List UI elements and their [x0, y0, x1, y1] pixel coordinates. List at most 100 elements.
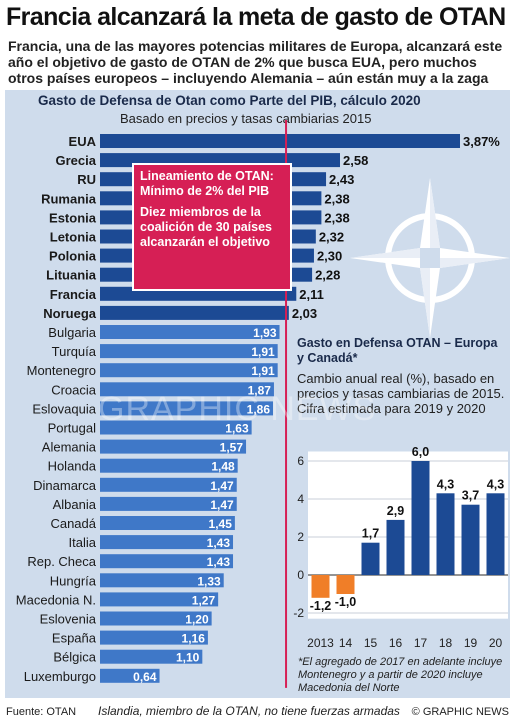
category-label: Eslovaquia — [32, 401, 96, 416]
value-label: 0,64 — [133, 670, 157, 684]
inset-bar — [311, 575, 330, 598]
inset-footnote: *El agregado de 2017 en adelante incluye… — [298, 656, 503, 694]
category-label: Eslovenia — [40, 612, 97, 627]
inset-bar — [361, 542, 380, 575]
value-label: 1,45 — [209, 517, 233, 531]
guideline-note: Lineamiento de OTAN: Mínimo de 2% del PI… — [132, 163, 292, 291]
value-label: 1,27 — [192, 593, 216, 607]
category-label: Noruega — [43, 306, 97, 321]
bar — [100, 401, 274, 416]
value-label: 2,43 — [329, 172, 354, 187]
chart-title: Gasto de Defensa de Otan como Parte del … — [38, 93, 421, 108]
value-label: 1,47 — [210, 498, 234, 512]
value-label: 2,28 — [315, 268, 340, 283]
value-label: 2,11 — [299, 287, 324, 302]
bar — [100, 382, 274, 397]
y-tick-label: 4 — [297, 492, 304, 506]
bar — [100, 573, 224, 588]
value-label: 2,30 — [317, 249, 342, 264]
category-label: Polonia — [49, 249, 97, 264]
value-label: 1,33 — [197, 574, 221, 588]
value-label: 1,91 — [251, 345, 275, 359]
value-label: 1,47 — [210, 479, 234, 493]
category-label: Luxemburgo — [24, 669, 96, 684]
category-label: Estonia — [49, 210, 97, 225]
value-label: 1,91 — [251, 364, 275, 378]
bar — [100, 668, 160, 683]
value-label: 2,58 — [343, 153, 368, 168]
bar — [100, 420, 252, 435]
inset-title: Gasto en Defensa OTAN – Europa y Canadá* — [297, 336, 498, 365]
footer-note: Islandia, miembro de la OTAN, no tiene f… — [98, 704, 400, 718]
inset-value-label: 6,0 — [412, 445, 429, 459]
inset-value-label: 4,3 — [487, 477, 504, 491]
inset-value-label: 1,7 — [362, 527, 379, 541]
inset-value-label: 4,3 — [437, 477, 454, 491]
bar — [100, 649, 203, 664]
category-label: EUA — [69, 134, 97, 149]
bar — [100, 630, 208, 645]
guideline-text: Lineamiento de OTAN: Mínimo de 2% del PI… — [140, 169, 274, 198]
inset-bar — [336, 575, 355, 594]
category-label: Dinamarca — [33, 478, 97, 493]
category-label: Bélgica — [53, 650, 96, 665]
category-label: Alemania — [42, 440, 97, 455]
x-tick-label: 17 — [414, 636, 428, 650]
bar — [100, 535, 234, 550]
category-label: Italia — [69, 535, 97, 550]
value-label: 1,86 — [247, 402, 271, 416]
chart-title-text: Gasto de Defensa de Otan como Parte del … — [38, 93, 421, 108]
x-tick-label: 2013 — [307, 636, 334, 650]
y-tick-label: 6 — [297, 454, 304, 468]
category-label: Croacia — [51, 382, 97, 397]
bar — [100, 611, 212, 626]
bar — [100, 325, 280, 339]
category-label: Grecia — [56, 153, 97, 168]
bar — [100, 458, 238, 473]
y-tick-label: -2 — [293, 606, 304, 620]
bar — [100, 344, 278, 359]
category-label: Montenegro — [27, 363, 96, 378]
category-label: Hungría — [50, 573, 97, 588]
inset-bar — [411, 461, 430, 575]
category-label: Lituania — [46, 268, 97, 283]
x-tick-label: 18 — [439, 636, 453, 650]
category-label: Letonia — [50, 230, 97, 245]
value-label: 1,10 — [176, 651, 200, 665]
x-tick-label: 14 — [339, 636, 353, 650]
category-label: Rumania — [41, 191, 97, 206]
inset-value-label: -1,0 — [335, 595, 357, 609]
category-label: Bulgaria — [48, 325, 96, 340]
value-label: 1,16 — [182, 632, 206, 646]
y-tick-label: 0 — [297, 568, 304, 582]
inset-value-label: 3,7 — [462, 489, 479, 503]
inset-bar — [461, 504, 480, 575]
bar — [100, 516, 235, 530]
bar — [100, 439, 247, 454]
value-label: 2,38 — [324, 210, 349, 225]
inset-subtitle: Cambio anual real (%), basado en precios… — [297, 371, 505, 416]
y-tick-label: 2 — [297, 530, 304, 544]
category-label: Albania — [53, 497, 97, 512]
members-text: Diez miembros de la coalición de 30 país… — [140, 205, 273, 249]
inset-bar — [486, 493, 505, 575]
value-label: 1,20 — [185, 613, 209, 627]
value-label: 1,87 — [248, 383, 272, 397]
bar — [100, 363, 278, 378]
category-label: España — [52, 631, 97, 646]
value-label: 1,43 — [207, 555, 231, 569]
chart-subtitle: Basado en precios y tasas cambiarias 201… — [120, 111, 372, 126]
x-tick-label: 15 — [364, 636, 378, 650]
x-tick-label: 16 — [389, 636, 403, 650]
value-label: 1,63 — [225, 422, 249, 436]
bar — [100, 592, 219, 607]
deck-text: Francia, una de las mayores potencias mi… — [8, 38, 503, 86]
bar — [100, 554, 234, 569]
category-label: Macedonia N. — [16, 592, 96, 607]
category-label: Portugal — [48, 421, 97, 436]
bar — [100, 305, 289, 320]
source: Fuente: OTAN — [6, 706, 77, 718]
inset-value-label: 2,9 — [387, 504, 404, 518]
